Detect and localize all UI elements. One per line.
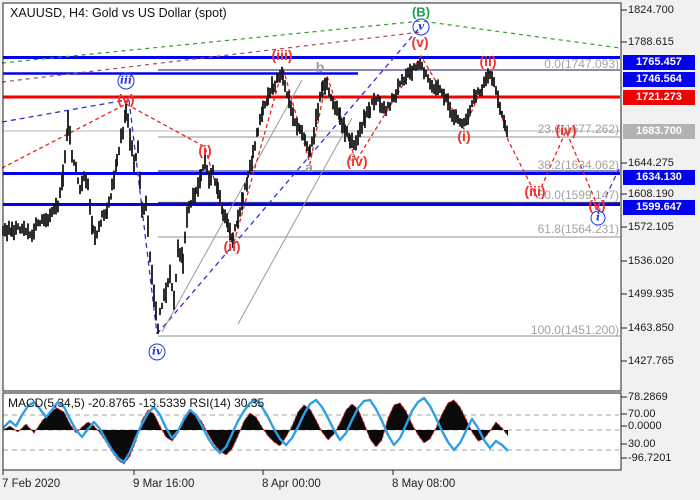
- chart-title: XAUUSD, H4: Gold vs US Dollar (spot): [10, 6, 227, 20]
- indicator-label: MACD(5,34,5) -20.8765 -13.5339 RSI(14) 3…: [8, 396, 265, 410]
